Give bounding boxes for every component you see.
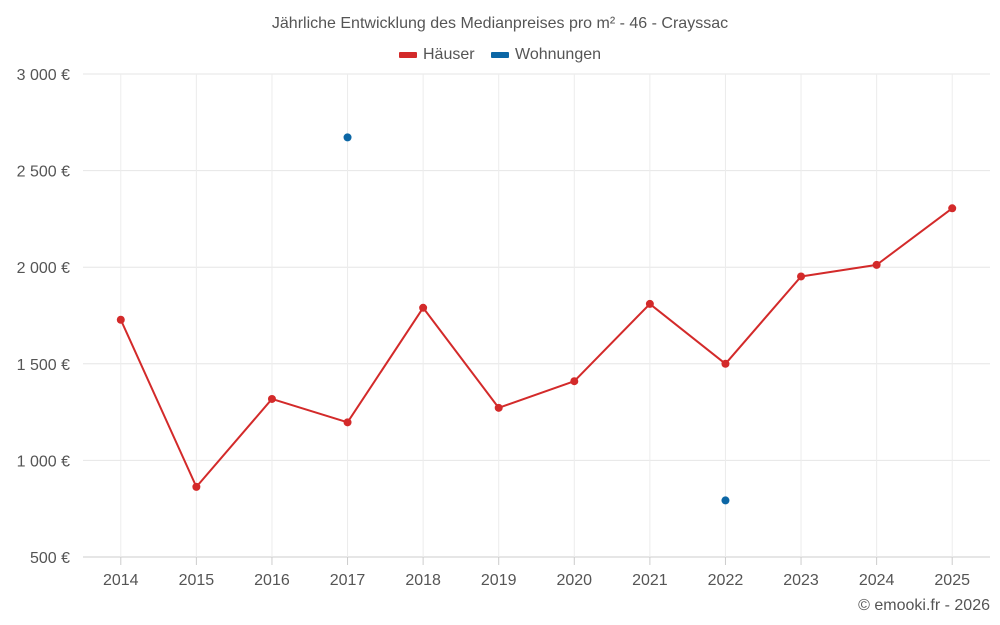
x-tick-label: 2022 [708,572,744,589]
legend-label-wohnungen: Wohnungen [515,46,602,63]
data-point-haeuser[interactable] [645,299,654,308]
x-tick-label: 2021 [632,572,668,589]
x-tick-label: 2018 [405,572,441,589]
data-point-wohnungen[interactable] [343,133,352,142]
x-tick-label: 2015 [179,572,215,589]
data-point-haeuser[interactable] [494,403,503,412]
data-point-haeuser[interactable] [570,377,579,386]
legend: Häuser Wohnungen [0,45,1000,64]
x-tick-label: 2025 [934,572,970,589]
y-tick-label: 1 500 € [17,357,70,374]
data-point-haeuser[interactable] [948,204,957,213]
data-point-haeuser[interactable] [872,260,881,269]
y-tick-label: 500 € [30,550,70,567]
data-point-haeuser[interactable] [343,418,352,427]
data-point-haeuser[interactable] [192,482,201,491]
x-tick-label: 2020 [556,572,592,589]
data-point-haeuser[interactable] [797,272,806,281]
y-tick-label: 3 000 € [17,67,70,84]
chart-title: Jährliche Entwicklung des Medianpreises … [271,15,729,32]
credit-text: © emooki.fr - 2026 [858,597,990,614]
series-line-haeuser [119,207,953,488]
data-point-haeuser[interactable] [419,303,428,312]
y-tick-label: 2 500 € [17,164,70,181]
legend-swatch-wohnungen [491,52,510,58]
data-point-wohnungen[interactable] [721,496,730,505]
data-point-haeuser[interactable] [116,315,125,324]
y-tick-label: 1 000 € [17,453,70,470]
x-tick-label: 2019 [481,572,517,589]
x-tick-label: 2017 [330,572,366,589]
legend-swatch-haeuser [398,52,417,58]
legend-label-haeuser: Häuser [422,46,475,63]
legend-item-wohnungen[interactable]: Wohnungen [491,46,601,64]
x-tick-label: 2023 [783,572,819,589]
data-point-haeuser[interactable] [267,394,276,403]
legend-item-haeuser[interactable]: Häuser [398,46,475,64]
data-point-haeuser[interactable] [721,359,730,368]
y-tick-label: 2 000 € [17,260,70,277]
x-tick-label: 2016 [254,572,290,589]
x-tick-label: 2014 [103,572,139,589]
x-tick-label: 2024 [859,572,895,589]
